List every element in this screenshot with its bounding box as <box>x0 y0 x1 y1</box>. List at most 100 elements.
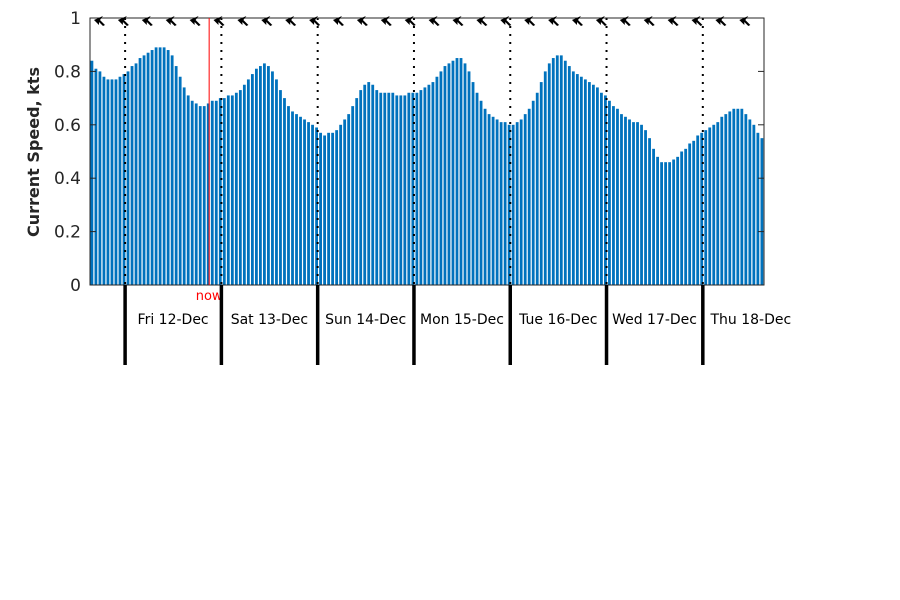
bar <box>692 140 696 285</box>
direction-arrow-icon <box>476 16 488 26</box>
direction-arrow-icon <box>548 16 560 26</box>
bar <box>620 114 623 286</box>
bar <box>455 58 459 285</box>
bar <box>427 84 431 285</box>
bar <box>222 98 226 285</box>
bar <box>395 95 399 286</box>
bar <box>479 100 483 286</box>
bar <box>608 100 611 286</box>
bar <box>150 50 154 285</box>
bar <box>543 71 547 286</box>
direction-arrow-icon <box>452 16 464 26</box>
bar <box>499 122 503 285</box>
bar <box>660 162 663 285</box>
bar <box>367 82 371 285</box>
bar <box>363 84 367 285</box>
bar <box>656 156 659 285</box>
bar <box>435 76 439 286</box>
bars <box>90 47 764 286</box>
bar <box>740 108 744 285</box>
bar <box>708 127 712 285</box>
bar <box>138 58 142 285</box>
bar <box>315 127 318 285</box>
direction-arrow-icon <box>619 16 631 26</box>
bar <box>632 122 635 285</box>
y-tick-label: 0.2 <box>54 223 81 243</box>
bar <box>299 116 302 285</box>
direction-arrow-icon <box>691 16 703 26</box>
bar <box>491 116 495 285</box>
bar <box>319 132 322 285</box>
bar <box>547 63 551 285</box>
y-tick-label: 0.8 <box>54 62 81 82</box>
bar <box>531 100 535 286</box>
y-tick-label: 0.6 <box>54 116 81 136</box>
bar <box>696 135 700 285</box>
bar <box>720 116 724 285</box>
bar <box>736 108 740 285</box>
bar <box>604 95 607 286</box>
bar <box>126 71 130 286</box>
bar <box>527 108 531 285</box>
direction-arrow-icon <box>572 16 583 26</box>
bar <box>271 71 274 286</box>
bar <box>648 138 651 285</box>
bar <box>391 92 395 285</box>
bar <box>664 162 668 285</box>
bar <box>523 114 527 286</box>
bar <box>214 100 218 286</box>
bar <box>419 90 423 285</box>
bar <box>202 106 206 285</box>
bar <box>339 124 343 285</box>
bar <box>563 60 567 285</box>
bar <box>275 79 278 285</box>
bar <box>583 79 587 285</box>
day-label: Mon 15-Dec <box>420 312 504 328</box>
bar <box>652 148 655 285</box>
direction-arrow-icon <box>309 16 321 26</box>
direction-arrow-icon <box>117 16 129 26</box>
bar <box>210 100 214 286</box>
bar <box>158 47 162 286</box>
bar <box>206 103 210 285</box>
direction-arrow-icon <box>595 16 607 26</box>
y-tick-label: 0.4 <box>54 169 81 189</box>
bar <box>162 47 166 286</box>
bar <box>166 50 170 285</box>
bar <box>752 124 756 285</box>
bar <box>102 76 106 286</box>
bar <box>439 71 443 286</box>
bar <box>515 122 519 285</box>
bar <box>226 95 230 286</box>
bar <box>238 90 242 285</box>
direction-arrow-icon <box>94 16 105 26</box>
bar <box>331 132 335 285</box>
bar <box>716 122 720 285</box>
bar <box>114 79 118 285</box>
bar <box>503 122 507 285</box>
bar <box>307 122 310 285</box>
bar <box>575 74 579 285</box>
bar <box>347 114 351 286</box>
direction-arrow-icon <box>739 16 751 26</box>
bar <box>624 116 627 285</box>
bar <box>194 103 198 285</box>
bar <box>567 66 571 285</box>
bar <box>587 82 591 285</box>
bar <box>760 138 764 285</box>
direction-arrow-icon <box>715 16 727 26</box>
bar <box>154 47 158 286</box>
bar <box>555 55 559 285</box>
day-label: Fri 12-Dec <box>138 312 209 328</box>
bar <box>704 130 708 285</box>
direction-arrow-icon <box>261 16 273 26</box>
bar <box>242 84 246 285</box>
bar <box>283 98 286 285</box>
bar <box>680 151 684 285</box>
direction-arrow-icon <box>404 16 416 26</box>
bar <box>198 106 202 285</box>
day-label: Tue 16-Dec <box>518 312 597 328</box>
bar <box>190 100 194 286</box>
bar <box>539 82 543 285</box>
